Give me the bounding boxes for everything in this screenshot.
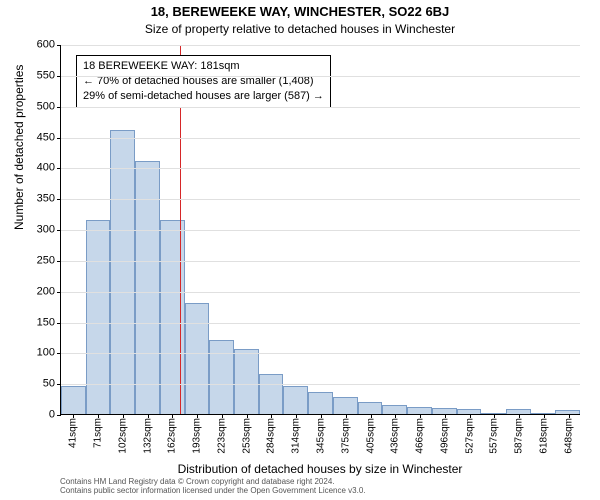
gridline (61, 76, 580, 77)
x-tick-mark (123, 414, 124, 418)
x-tick-label: 618sqm (538, 414, 549, 454)
annotation-box: 18 BEREWEEKE WAY: 181sqm← 70% of detache… (76, 55, 331, 108)
plot-area: 18 BEREWEEKE WAY: 181sqm← 70% of detache… (60, 45, 580, 415)
gridline (61, 138, 580, 139)
x-tick-label: 223sqm (216, 414, 227, 454)
y-tick-mark (57, 384, 61, 385)
y-tick-mark (57, 168, 61, 169)
y-tick-mark (57, 230, 61, 231)
x-tick-mark (247, 414, 248, 418)
y-tick-mark (57, 107, 61, 108)
x-tick-label: 345sqm (316, 414, 327, 454)
gridline (61, 292, 580, 293)
gridline (61, 230, 580, 231)
page-subtitle: Size of property relative to detached ho… (0, 22, 600, 36)
x-tick-mark (371, 414, 372, 418)
attribution-line: Contains HM Land Registry data © Crown c… (60, 477, 366, 487)
y-tick-mark (57, 292, 61, 293)
x-tick-mark (470, 414, 471, 418)
x-tick-label: 375sqm (340, 414, 351, 454)
x-tick-label: 71sqm (93, 414, 104, 448)
x-tick-mark (420, 414, 421, 418)
x-tick-label: 587sqm (514, 414, 525, 454)
x-tick-mark (346, 414, 347, 418)
y-tick-mark (57, 353, 61, 354)
gridline (61, 45, 580, 46)
y-tick-mark (57, 76, 61, 77)
x-tick-label: 648sqm (563, 414, 574, 454)
x-tick-label: 466sqm (415, 414, 426, 454)
attribution-line: Contains public sector information licen… (60, 486, 366, 496)
gridline (61, 168, 580, 169)
x-axis-label: Distribution of detached houses by size … (60, 462, 580, 476)
bar (110, 130, 135, 414)
bar (185, 303, 210, 414)
x-tick-mark (544, 414, 545, 418)
gridline (61, 107, 580, 108)
x-tick-label: 284sqm (266, 414, 277, 454)
bar (333, 397, 358, 414)
page-title: 18, BEREWEEKE WAY, WINCHESTER, SO22 6BJ (0, 4, 600, 19)
x-tick-label: 102sqm (117, 414, 128, 454)
x-tick-mark (148, 414, 149, 418)
gridline (61, 261, 580, 262)
annotation-line: 29% of semi-detached houses are larger (… (83, 89, 324, 104)
y-tick-mark (57, 261, 61, 262)
gridline (61, 353, 580, 354)
x-tick-mark (395, 414, 396, 418)
bar (234, 349, 259, 414)
x-tick-label: 314sqm (291, 414, 302, 454)
y-tick-mark (57, 415, 61, 416)
x-tick-mark (98, 414, 99, 418)
y-tick-mark (57, 138, 61, 139)
x-tick-mark (197, 414, 198, 418)
x-tick-mark (172, 414, 173, 418)
bar (209, 340, 234, 414)
x-tick-mark (321, 414, 322, 418)
bar (283, 386, 308, 414)
x-tick-label: 436sqm (390, 414, 401, 454)
gridline (61, 199, 580, 200)
x-tick-label: 496sqm (439, 414, 450, 454)
x-tick-label: 41sqm (68, 414, 79, 448)
x-tick-mark (569, 414, 570, 418)
x-tick-mark (271, 414, 272, 418)
y-tick-mark (57, 199, 61, 200)
bar (259, 374, 284, 414)
x-tick-label: 132sqm (142, 414, 153, 454)
annotation-line: 18 BEREWEEKE WAY: 181sqm (83, 59, 324, 74)
bar (358, 402, 383, 414)
x-tick-label: 527sqm (464, 414, 475, 454)
x-tick-mark (519, 414, 520, 418)
y-axis-label: Number of detached properties (12, 65, 26, 230)
gridline (61, 384, 580, 385)
bar (308, 392, 333, 414)
x-tick-label: 253sqm (241, 414, 252, 454)
x-tick-label: 405sqm (365, 414, 376, 454)
x-tick-label: 557sqm (489, 414, 500, 454)
x-tick-label: 162sqm (167, 414, 178, 454)
x-tick-label: 193sqm (192, 414, 203, 454)
y-tick-mark (57, 323, 61, 324)
x-tick-mark (494, 414, 495, 418)
x-tick-mark (296, 414, 297, 418)
bar (407, 407, 432, 414)
bar (61, 386, 86, 414)
y-tick-mark (57, 45, 61, 46)
x-tick-mark (222, 414, 223, 418)
bar (382, 405, 407, 414)
attribution-text: Contains HM Land Registry data © Crown c… (60, 477, 366, 496)
chart-plot: 18 BEREWEEKE WAY: 181sqm← 70% of detache… (60, 45, 580, 415)
x-tick-mark (445, 414, 446, 418)
x-tick-mark (73, 414, 74, 418)
gridline (61, 323, 580, 324)
